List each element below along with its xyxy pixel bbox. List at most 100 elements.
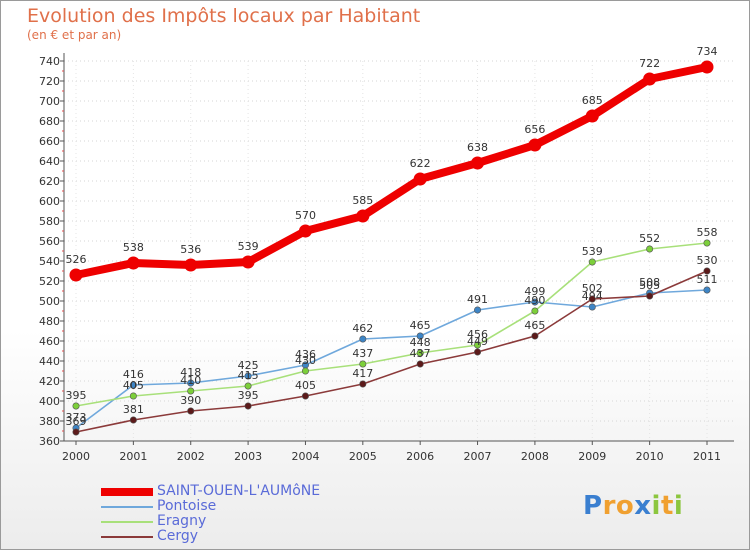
data-label: 502 [582, 282, 603, 295]
data-label: 462 [352, 322, 373, 335]
data-label: 369 [66, 415, 87, 428]
data-label: 456 [467, 328, 488, 341]
y-tick-label: 740 [39, 55, 60, 68]
data-label: 418 [180, 366, 201, 379]
data-point [129, 416, 137, 424]
series-cergy: 369 381 390 395 405 417 437 449 465 502 505 530 [66, 254, 718, 436]
x-tick-label: 2000 [62, 450, 90, 463]
logo-letter: i [651, 491, 661, 521]
data-point [471, 156, 485, 170]
data-point [298, 224, 312, 238]
data-label: 465 [410, 319, 431, 332]
data-label: 734 [697, 45, 718, 58]
data-label: 395 [66, 389, 87, 402]
data-point [474, 306, 482, 314]
data-label: 417 [352, 367, 373, 380]
proxiti-logo: Proxiti [583, 491, 683, 521]
x-tick-label: 2006 [406, 450, 434, 463]
data-label: 415 [238, 369, 259, 382]
data-label: 511 [697, 273, 718, 286]
data-point [528, 138, 542, 152]
data-label: 416 [123, 368, 144, 381]
y-tick-label: 620 [39, 175, 60, 188]
data-label: 405 [295, 379, 316, 392]
series-line [72, 63, 711, 279]
data-point [703, 286, 711, 294]
data-point [588, 303, 596, 311]
y-tick-label: 540 [39, 255, 60, 268]
data-label: 539 [238, 240, 259, 253]
x-tick-label: 2002 [177, 450, 205, 463]
data-point [187, 387, 195, 395]
data-label: 656 [524, 123, 545, 136]
y-tick-label: 440 [39, 355, 60, 368]
data-point [474, 348, 482, 356]
data-point [244, 402, 252, 410]
y-tick-label: 420 [39, 375, 60, 388]
data-label: 536 [180, 243, 201, 256]
y-tick-label: 700 [39, 95, 60, 108]
data-point [703, 239, 711, 247]
data-point [531, 298, 539, 306]
data-point [72, 428, 80, 436]
data-label: 437 [410, 347, 431, 360]
x-tick-label: 2010 [636, 450, 664, 463]
data-point [72, 402, 80, 410]
data-point [531, 307, 539, 315]
data-label: 530 [697, 254, 718, 267]
y-tick-label: 720 [39, 75, 60, 88]
data-label: 381 [123, 403, 144, 416]
logo-letter: o [615, 491, 635, 521]
y-tick-label: 580 [39, 215, 60, 228]
y-tick-label: 500 [39, 295, 60, 308]
data-point [413, 172, 427, 186]
y-tick-label: 660 [39, 135, 60, 148]
data-point [129, 381, 137, 389]
data-label: 425 [238, 359, 259, 372]
data-label: 405 [123, 379, 144, 392]
y-tick-label: 560 [39, 235, 60, 248]
y-tick-label: 380 [39, 415, 60, 428]
y-tick-label: 600 [39, 195, 60, 208]
legend-label: Cergy [157, 528, 199, 544]
legend-swatch [101, 536, 153, 538]
data-label: 465 [524, 319, 545, 332]
y-tick-label: 680 [39, 115, 60, 128]
data-label: 538 [123, 241, 144, 254]
data-point [416, 332, 424, 340]
logo-letter: i [673, 491, 684, 521]
series-line [75, 289, 708, 429]
data-label: 436 [295, 348, 316, 361]
data-point [187, 407, 195, 415]
data-point [359, 335, 367, 343]
x-tick-label: 2001 [119, 450, 147, 463]
y-tick-label: 460 [39, 335, 60, 348]
data-label: 638 [467, 141, 488, 154]
series-line [75, 242, 708, 407]
legend-swatch [101, 488, 153, 496]
data-label: 410 [180, 374, 201, 387]
series-pontoise: 373416418425436462465491499494508511 [66, 273, 718, 432]
series-saint-ouen-l-aum-ne: 526 538 536 539 570 585 622 638 656 685 722 734 [66, 45, 718, 282]
data-label: 490 [524, 294, 545, 307]
data-label: 437 [352, 347, 373, 360]
line-chart: 360 380 400 420 440 460 480 500 520 540 560 580 600 6… [39, 45, 734, 463]
data-point [585, 109, 599, 123]
data-point [244, 382, 252, 390]
data-point [416, 349, 424, 357]
data-label: 505 [639, 279, 660, 292]
data-label: 430 [295, 354, 316, 367]
data-label: 685 [582, 94, 603, 107]
legend-label: Pontoise [157, 498, 217, 514]
x-tick-label: 2009 [578, 450, 606, 463]
y-tick-label: 400 [39, 395, 60, 408]
data-point [588, 295, 596, 303]
data-point [129, 392, 137, 400]
data-point [244, 372, 252, 380]
legend-label: SAINT-OUEN-L'AUMôNE [157, 483, 321, 499]
data-point [69, 268, 83, 282]
data-label: 508 [639, 276, 660, 289]
data-point [474, 341, 482, 349]
data-label: 539 [582, 245, 603, 258]
y-tick-label: 480 [39, 315, 60, 328]
